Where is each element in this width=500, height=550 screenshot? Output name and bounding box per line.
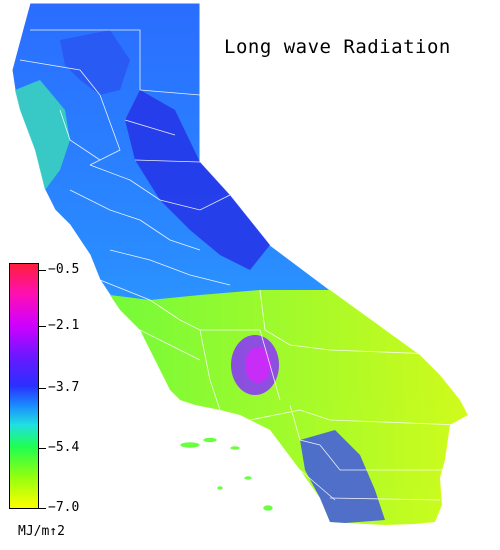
legend-tick-label: −3.7 — [48, 380, 80, 395]
legend-tick — [39, 508, 46, 509]
legend-tick — [39, 270, 46, 271]
legend-tick — [39, 326, 46, 327]
magenta-core — [245, 347, 271, 383]
southeast-blue-region — [300, 430, 385, 523]
channel-islands — [179, 437, 274, 512]
legend-tick-label: −0.5 — [48, 262, 80, 277]
north-blue-region — [60, 30, 130, 95]
color-legend-bar — [9, 263, 39, 509]
sierra-region — [125, 90, 270, 270]
legend-tick — [39, 448, 46, 449]
legend-tick-label: −7.0 — [48, 500, 80, 515]
southern-region — [110, 290, 468, 525]
legend-tick — [39, 388, 46, 389]
map-title: Long wave Radiation — [224, 36, 451, 58]
legend-tick-label: −2.1 — [48, 318, 80, 333]
north-coast-region — [15, 80, 70, 190]
legend-tick-label: −5.4 — [48, 440, 80, 455]
county-lines — [19, 29, 461, 501]
legend-units: MJ/m↑2 — [18, 524, 65, 539]
